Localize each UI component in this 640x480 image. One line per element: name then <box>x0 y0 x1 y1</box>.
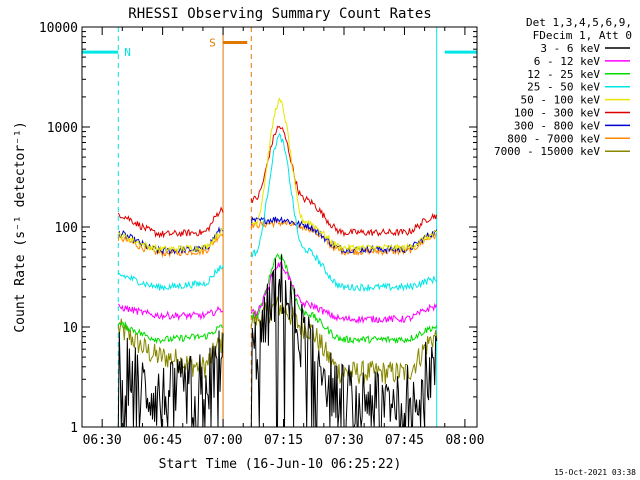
legend-header-detectors: Det 1,3,4,5,6,9, <box>526 16 632 29</box>
axes: 1 10 100 1000 10000 06:30 06:45 07:00 07:15 07:30… <box>39 21 485 448</box>
legend-header-decimation: FDecim 1, Att 0 <box>533 29 632 42</box>
legend: Det 1,3,4,5,6,9, FDecim 1, Att 0 3 - 6 k… <box>494 16 632 158</box>
legend-entry-label-2: 12 - 25 keV <box>527 68 600 81</box>
legend-entry-label-4: 50 - 100 keV <box>521 94 601 107</box>
y-tick-label-0: 1 <box>70 421 78 436</box>
y-tick-label-4: 10000 <box>39 21 78 36</box>
y-tick-label-3: 1000 <box>47 121 78 136</box>
series-line-25-to-50keV <box>118 132 438 293</box>
legend-entry-label-6: 300 - 800 keV <box>514 119 600 132</box>
x-tick-label-5: 07:45 <box>385 433 424 448</box>
legend-entry-label-1: 6 - 12 keV <box>534 55 601 68</box>
generation-timestamp: 15-Oct-2021 03:38 <box>554 468 636 477</box>
legend-entry-label-8: 7000 - 15000 keV <box>494 145 600 158</box>
legend-entry-label-5: 100 - 300 keV <box>514 107 600 120</box>
series-line-100-to-300keV <box>117 125 438 239</box>
x-tick-label-0: 06:30 <box>83 433 122 448</box>
legend-entry-label-7: 800 - 7000 keV <box>507 132 600 145</box>
y-tick-label-2: 100 <box>55 221 78 236</box>
x-tick-label-4: 07:30 <box>324 433 363 448</box>
y-tick-label-1: 10 <box>62 321 78 336</box>
legend-entry-label-3: 25 - 50 keV <box>527 81 600 94</box>
legend-entry-label-0: 3 - 6 keV <box>540 42 600 55</box>
x-axis-label: Start Time (16-Jun-10 06:25:22) <box>159 457 402 472</box>
x-tick-label-2: 07:00 <box>204 433 243 448</box>
flag-label-s: S <box>209 36 216 49</box>
series-line-12-to-25keV <box>117 253 438 345</box>
chart-title: RHESSI Observing Summary Count Rates <box>128 6 431 22</box>
y-axis-label: Count Rate (s⁻¹ detector⁻¹) <box>13 121 28 332</box>
x-tick-label-3: 07:15 <box>264 433 303 448</box>
x-tick-label-6: 08:00 <box>445 433 484 448</box>
x-tick-label-1: 06:45 <box>143 433 182 448</box>
series-line-50-to-100keV <box>117 97 438 253</box>
flag-label-n: N <box>124 46 131 59</box>
